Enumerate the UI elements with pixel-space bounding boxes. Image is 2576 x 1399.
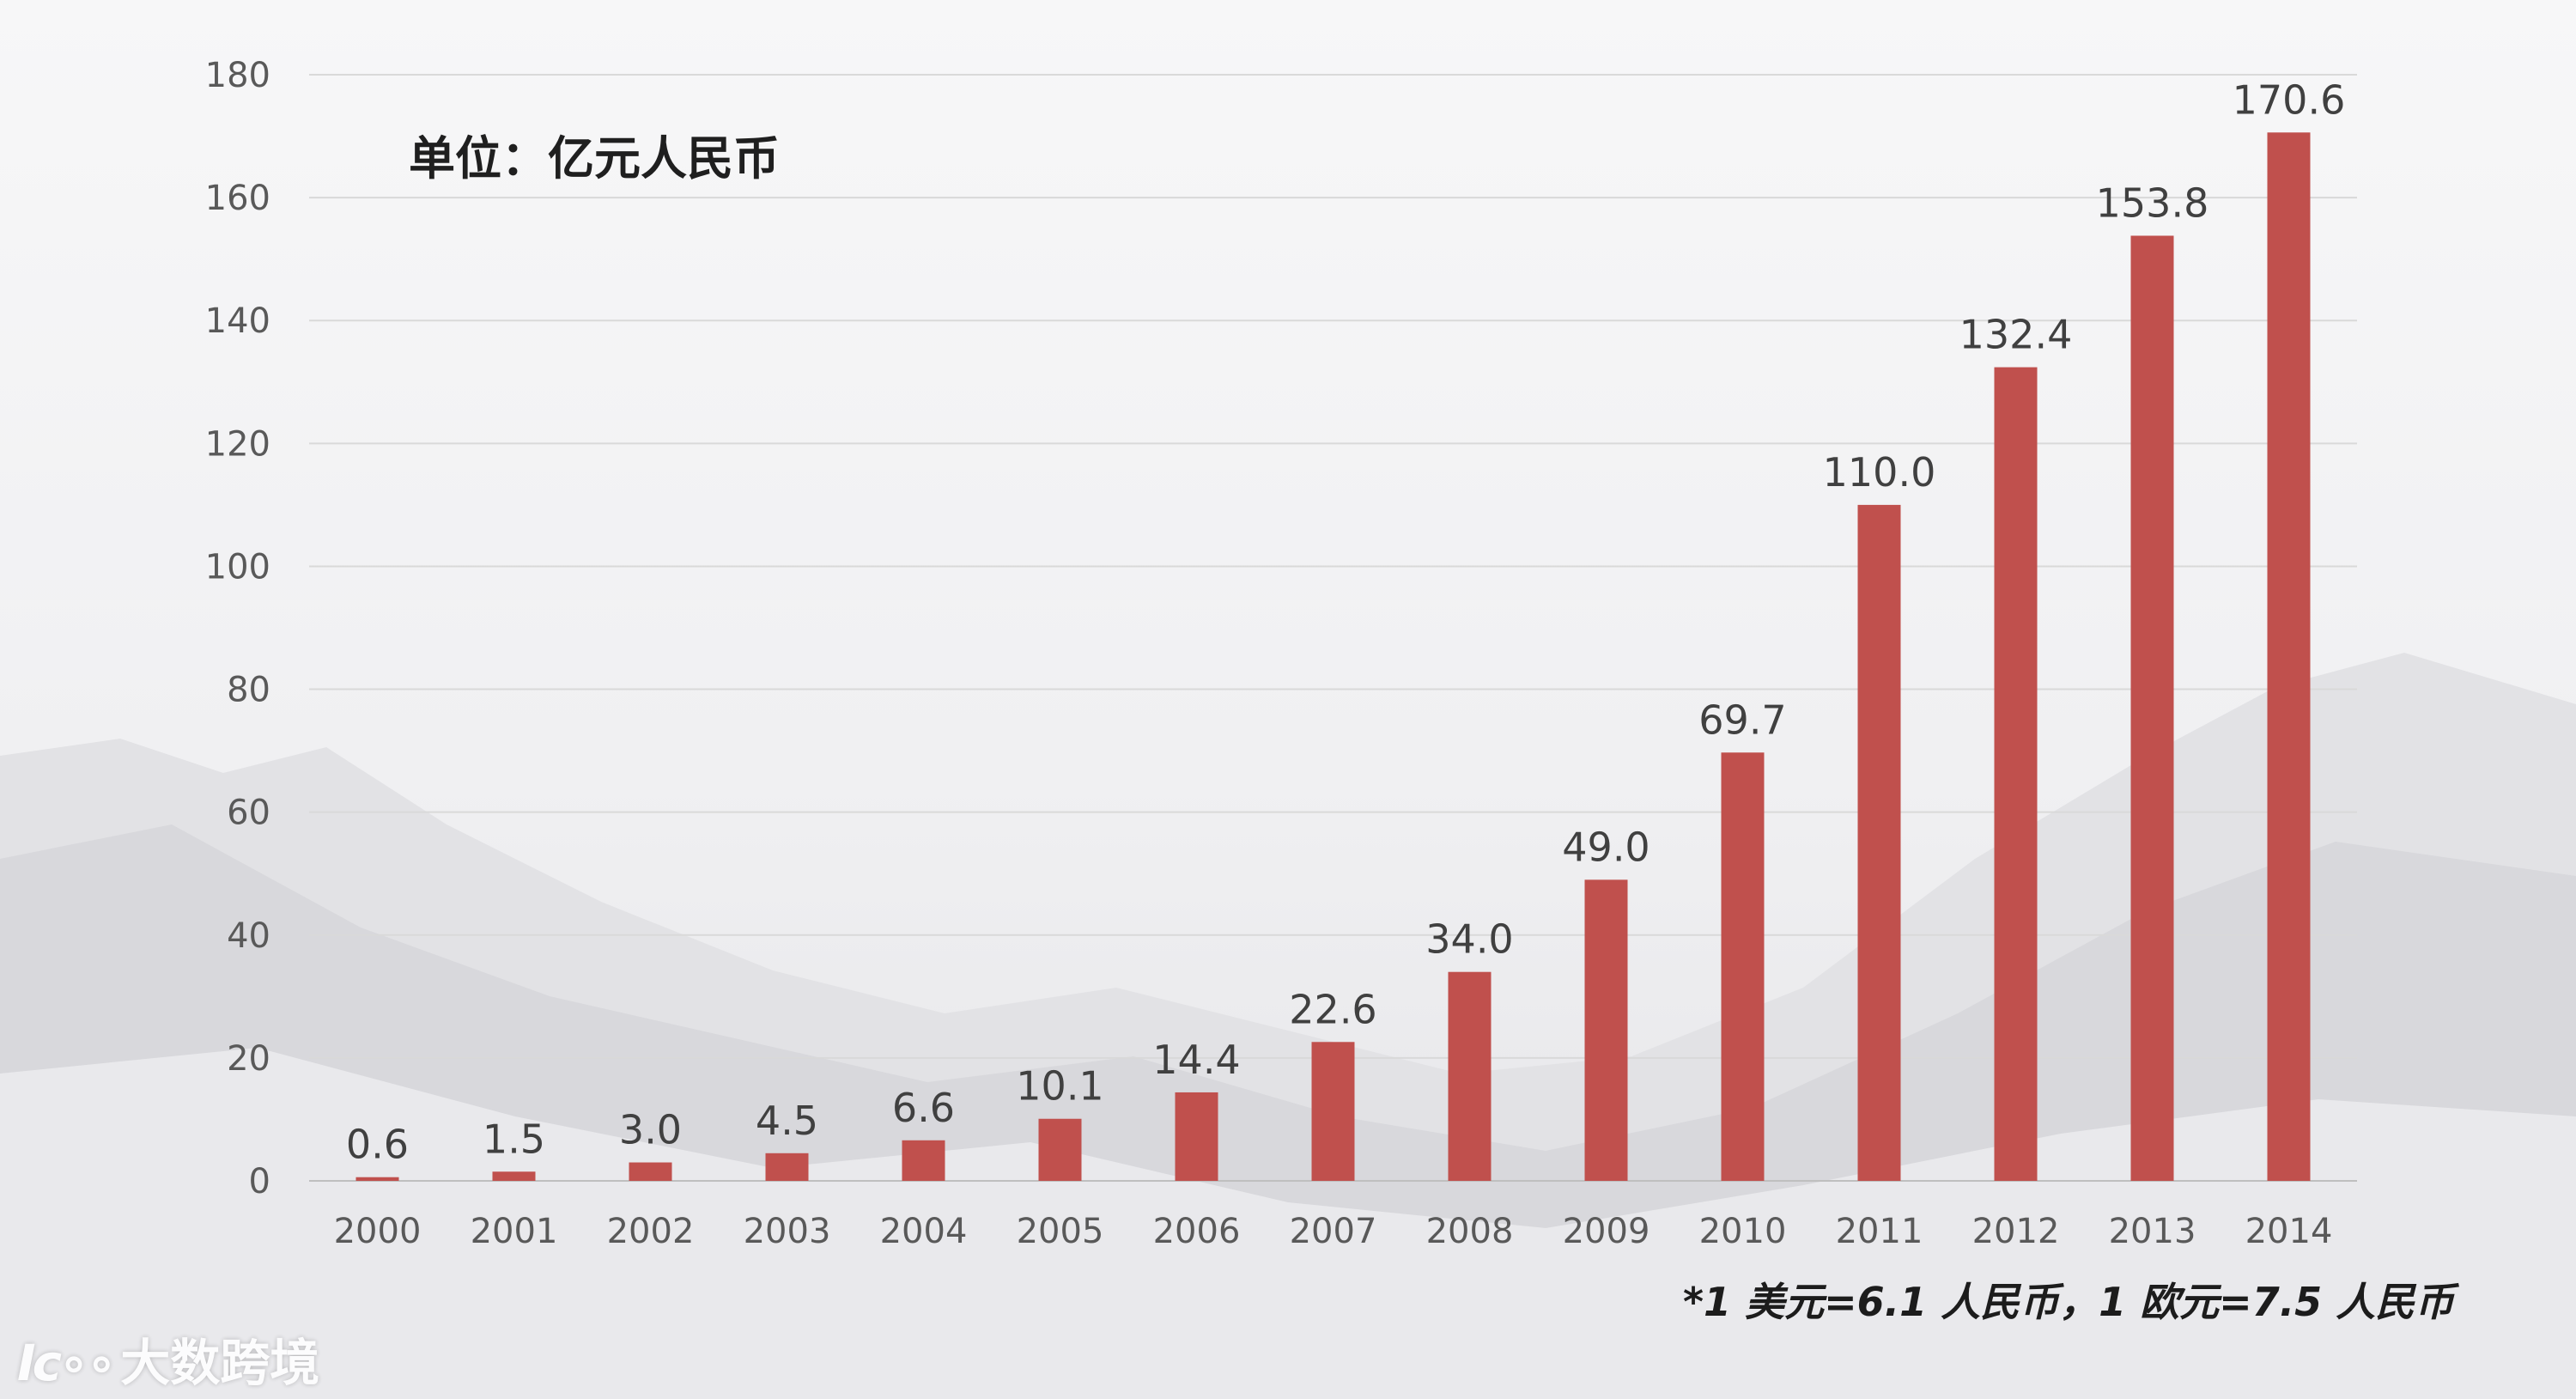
bar-2003 (765, 1153, 809, 1181)
y-tick-label: 20 (227, 1039, 270, 1079)
x-tick-label-2012: 2012 (1972, 1212, 2060, 1251)
bar-2010 (1721, 752, 1765, 1181)
x-tick-label-2006: 2006 (1153, 1212, 1241, 1251)
data-label-2014: 170.6 (2233, 76, 2346, 123)
unit-label: 单位：亿元人民币 (409, 131, 780, 186)
bar-2005 (1038, 1118, 1082, 1181)
x-tick-label-2003: 2003 (744, 1212, 831, 1251)
bar-2009 (1584, 879, 1628, 1181)
bar-2002 (629, 1162, 672, 1181)
bar-2014 (2267, 132, 2311, 1182)
bar-2004 (902, 1140, 945, 1181)
data-labels: 0.6 1.5 3.0 4.5 6.6 10.1 14.4 22.6 34.0 49.0 69.7 1… (346, 76, 2345, 1167)
data-label-2009: 49.0 (1562, 824, 1649, 870)
x-tick-label-2009: 2009 (1563, 1212, 1650, 1251)
x-tick-label-2010: 2010 (1699, 1212, 1787, 1251)
data-label-2000: 0.6 (346, 1122, 409, 1168)
bar-2007 (1311, 1042, 1355, 1181)
y-tick-label: 60 (227, 794, 270, 833)
bar-2011 (1857, 504, 1901, 1181)
x-tick-label-2014: 2014 (2245, 1212, 2333, 1251)
watermark-text: 大数跨境 (120, 1334, 320, 1392)
exchange-rate-note: *1 美元=6.1 人民币，1 欧元=7.5 人民币 (1683, 1279, 2455, 1325)
y-tick-label: 0 (249, 1162, 270, 1201)
data-label-2006: 14.4 (1152, 1037, 1240, 1083)
data-label-2012: 132.4 (1959, 312, 2073, 358)
x-tick-label-2004: 2004 (880, 1212, 968, 1251)
data-label-2003: 4.5 (756, 1098, 818, 1144)
y-tick-label: 180 (205, 56, 270, 95)
y-axis-ticks: 0 20 40 60 80 100 120 140 160 180 (205, 56, 270, 1201)
bars (355, 132, 2311, 1182)
watermark-logo: Ic∘∘ 大数跨境 (17, 1323, 319, 1395)
data-label-2001: 1.5 (483, 1116, 545, 1162)
y-tick-label: 140 (205, 301, 270, 341)
y-tick-label: 40 (227, 916, 270, 956)
logo-mark-icon: Ic∘∘ (17, 1334, 118, 1392)
y-tick-label: 120 (205, 424, 270, 464)
x-tick-label-2013: 2013 (2109, 1212, 2196, 1251)
data-label-2002: 3.0 (619, 1107, 682, 1153)
data-label-2005: 10.1 (1016, 1063, 1103, 1110)
y-tick-label: 100 (205, 547, 270, 587)
x-tick-label-2001: 2001 (471, 1212, 558, 1251)
x-axis-ticks: 2000 2001 2002 2003 2004 2005 2006 2007 2008 2009… (334, 1212, 2333, 1251)
bar-2012 (1994, 367, 2038, 1181)
x-tick-label-2007: 2007 (1290, 1212, 1377, 1251)
x-tick-label-2002: 2002 (607, 1212, 695, 1251)
data-label-2007: 22.6 (1289, 986, 1376, 1032)
bar-2013 (2130, 235, 2174, 1181)
data-label-2013: 153.8 (2096, 179, 2209, 226)
data-label-2011: 110.0 (1823, 449, 1936, 496)
y-tick-label: 80 (227, 671, 270, 710)
x-tick-label-2011: 2011 (1836, 1212, 1923, 1251)
x-tick-label-2005: 2005 (1017, 1212, 1104, 1251)
bar-2006 (1175, 1092, 1218, 1181)
bar-2000 (355, 1177, 399, 1181)
x-tick-label-2000: 2000 (334, 1212, 422, 1251)
data-label-2008: 34.0 (1425, 916, 1513, 963)
x-tick-label-2008: 2008 (1426, 1212, 1514, 1251)
y-tick-label: 160 (205, 179, 270, 218)
data-label-2010: 69.7 (1698, 696, 1786, 743)
bar-2008 (1448, 971, 1492, 1181)
bar-2001 (492, 1171, 536, 1181)
data-label-2004: 6.6 (892, 1085, 955, 1131)
